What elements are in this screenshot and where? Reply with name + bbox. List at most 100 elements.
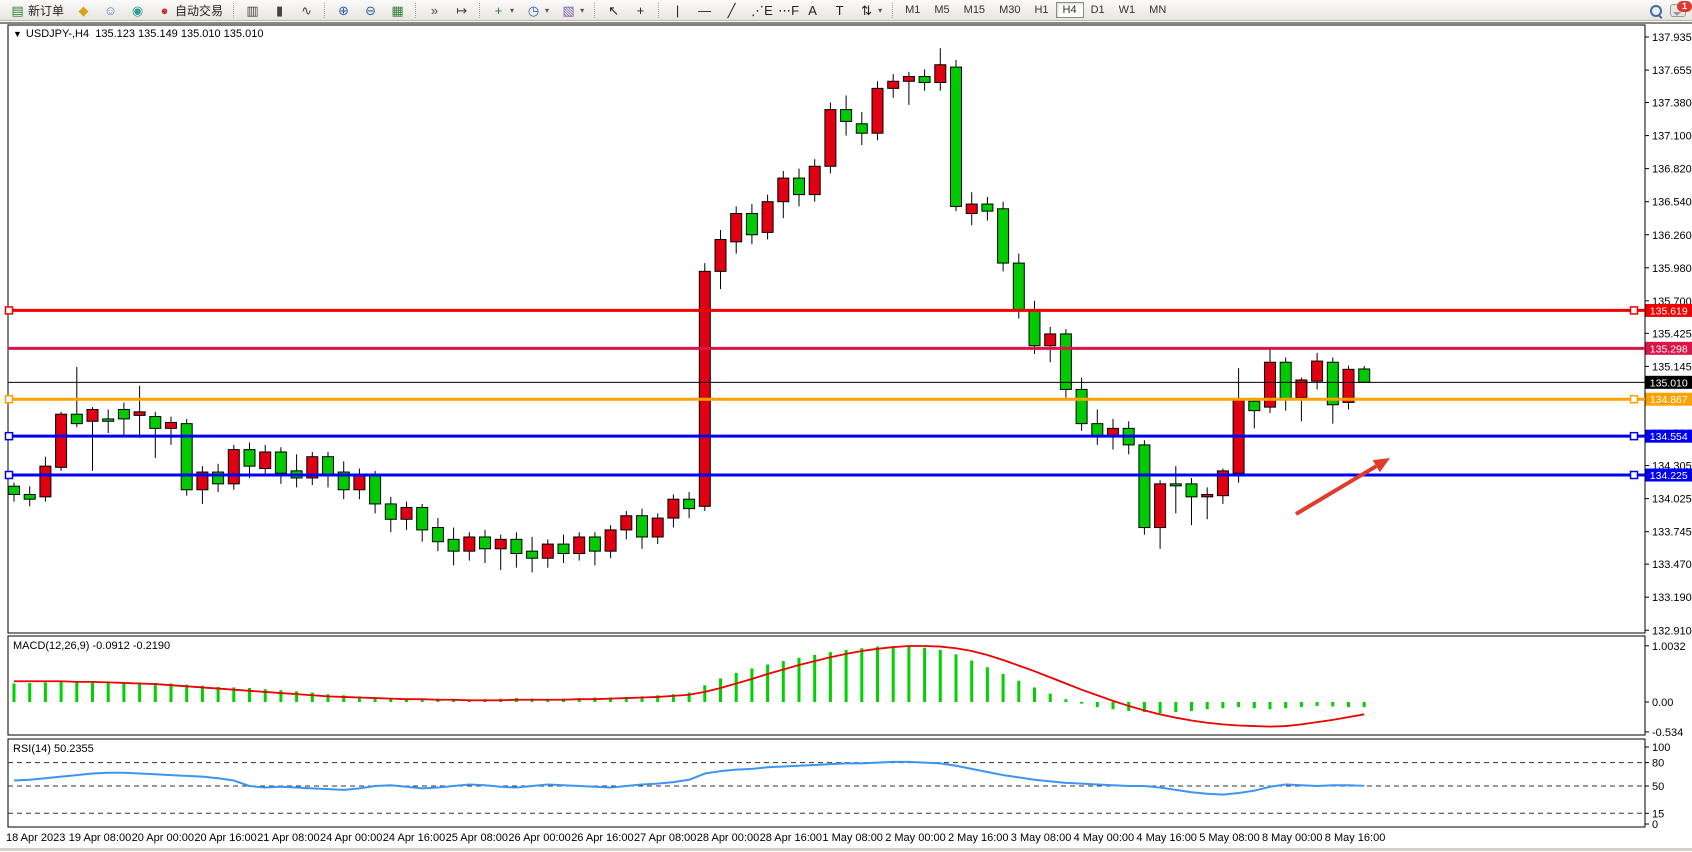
- candle: [260, 452, 271, 469]
- line-handle[interactable]: [6, 433, 13, 440]
- candle: [118, 409, 129, 418]
- macd-pane[interactable]: [8, 636, 1645, 735]
- new-order-button-label: 新订单: [28, 2, 64, 19]
- candle: [919, 77, 930, 83]
- candle: [1045, 334, 1056, 346]
- line-handle[interactable]: [1631, 433, 1638, 440]
- templates-button[interactable]: ▧▾: [556, 1, 589, 20]
- candle: [935, 65, 946, 83]
- candle: [495, 539, 506, 548]
- bar-chart-button[interactable]: ▥: [240, 1, 265, 20]
- timeframe-m5-button[interactable]: M5: [927, 2, 956, 18]
- collapse-triangle-icon[interactable]: ▼: [13, 29, 22, 39]
- history-center-button[interactable]: ◆: [71, 1, 96, 20]
- signal-icon: ◉: [130, 3, 145, 18]
- candle: [809, 166, 820, 194]
- cursor-icon: ↖: [606, 3, 621, 18]
- trendline-button[interactable]: ╱: [719, 1, 744, 20]
- vertical-line-icon: |: [670, 3, 685, 18]
- candle: [652, 518, 663, 537]
- line-handle[interactable]: [1631, 396, 1638, 403]
- line-handle[interactable]: [6, 307, 13, 314]
- indicators-icon: +: [491, 3, 506, 18]
- horizontal-line-button[interactable]: —: [692, 1, 717, 20]
- candle: [1013, 263, 1024, 310]
- line-chart-button[interactable]: ∿: [294, 1, 319, 20]
- rsi-indicator-value: 50.2355: [54, 743, 94, 755]
- tile-windows-button[interactable]: ▦: [385, 1, 410, 20]
- signals-button[interactable]: ◉: [125, 1, 150, 20]
- svg-text:50: 50: [1652, 781, 1664, 793]
- timeframe-h4-button[interactable]: H4: [1056, 2, 1084, 18]
- toolbar-separator: [594, 3, 596, 18]
- candle: [24, 494, 35, 499]
- candle: [1139, 445, 1150, 528]
- toolbar-separator: [479, 3, 481, 18]
- line-handle[interactable]: [6, 396, 13, 403]
- autotrade-button[interactable]: ●自动交易: [152, 0, 228, 21]
- chart-shift-button[interactable]: ↦: [449, 1, 474, 20]
- indicators-button[interactable]: +▾: [486, 1, 519, 20]
- candle: [1343, 369, 1354, 402]
- crosshair-icon: +: [633, 3, 648, 18]
- zoom-out-button[interactable]: ⊖: [358, 1, 383, 20]
- candlestick-chart-button[interactable]: ▮: [267, 1, 292, 20]
- new-order-button[interactable]: ▤新订单: [5, 0, 69, 21]
- timeframe-m30-button[interactable]: M30: [992, 2, 1027, 18]
- chart-shift-icon: ↦: [454, 3, 469, 18]
- search-icon[interactable]: [1650, 5, 1662, 17]
- horizontal-line-icon: —: [697, 3, 712, 18]
- toolbar-separator: [233, 3, 235, 18]
- autotrade-icon: ●: [157, 3, 172, 18]
- candle: [181, 424, 192, 490]
- candle: [1249, 401, 1260, 410]
- line-handle[interactable]: [1631, 307, 1638, 314]
- candle: [1202, 494, 1213, 496]
- line-handle[interactable]: [6, 472, 13, 479]
- candle: [903, 77, 914, 82]
- candle: [668, 499, 679, 518]
- candle: [621, 516, 632, 530]
- svg-text:19 Apr 08:00: 19 Apr 08:00: [69, 832, 131, 844]
- chat-icon[interactable]: 1: [1670, 4, 1686, 17]
- text-label-button[interactable]: T: [827, 1, 852, 20]
- periods-button[interactable]: ◷▾: [521, 1, 554, 20]
- line-handle[interactable]: [1631, 472, 1638, 479]
- macd-label: MACD(12,26,9) -0.0912 -0.2190: [13, 640, 170, 652]
- auto-scroll-button[interactable]: »: [422, 1, 447, 20]
- candle: [527, 551, 538, 558]
- timeframe-w1-button[interactable]: W1: [1112, 2, 1143, 18]
- zoom-in-icon: ⊕: [336, 3, 351, 18]
- candle: [9, 486, 20, 494]
- cursor-button[interactable]: ↖: [601, 1, 626, 20]
- svg-text:4 May 00:00: 4 May 00:00: [1074, 832, 1135, 844]
- candle: [1312, 361, 1323, 381]
- equidistant-channel-button[interactable]: ⋰E: [746, 1, 771, 20]
- timeframe-m15-button[interactable]: M15: [957, 2, 992, 18]
- text-button[interactable]: A: [800, 1, 825, 20]
- timeframe-h1-button[interactable]: H1: [1027, 2, 1055, 18]
- crosshair-button[interactable]: +: [628, 1, 653, 20]
- tile-windows-icon: ▦: [390, 3, 405, 18]
- candle: [825, 110, 836, 167]
- candle: [731, 213, 742, 241]
- svg-text:135.145: 135.145: [1652, 361, 1692, 373]
- timeframe-mn-button[interactable]: MN: [1142, 2, 1173, 18]
- candle: [1186, 484, 1197, 497]
- chart-canvas[interactable]: 137.935137.655137.380137.100136.820136.5…: [0, 23, 1692, 852]
- zoom-in-button[interactable]: ⊕: [331, 1, 356, 20]
- chat-badge: 1: [1677, 1, 1692, 12]
- candle: [275, 452, 286, 473]
- fibonacci-button[interactable]: ⋯F: [773, 1, 798, 20]
- candle: [872, 88, 883, 133]
- candle: [951, 67, 962, 206]
- candle: [448, 539, 459, 551]
- vertical-line-button[interactable]: |: [665, 1, 690, 20]
- profile-button[interactable]: ☺: [98, 1, 123, 20]
- timeframe-d1-button[interactable]: D1: [1084, 2, 1112, 18]
- candlestick-chart-icon: ▮: [272, 3, 287, 18]
- chart-title: ▼USDJPY-,H4 135.123 135.149 135.010 135.…: [13, 28, 263, 40]
- arrows-button[interactable]: ⇅▾: [854, 1, 887, 20]
- timeframe-m1-button[interactable]: M1: [898, 2, 927, 18]
